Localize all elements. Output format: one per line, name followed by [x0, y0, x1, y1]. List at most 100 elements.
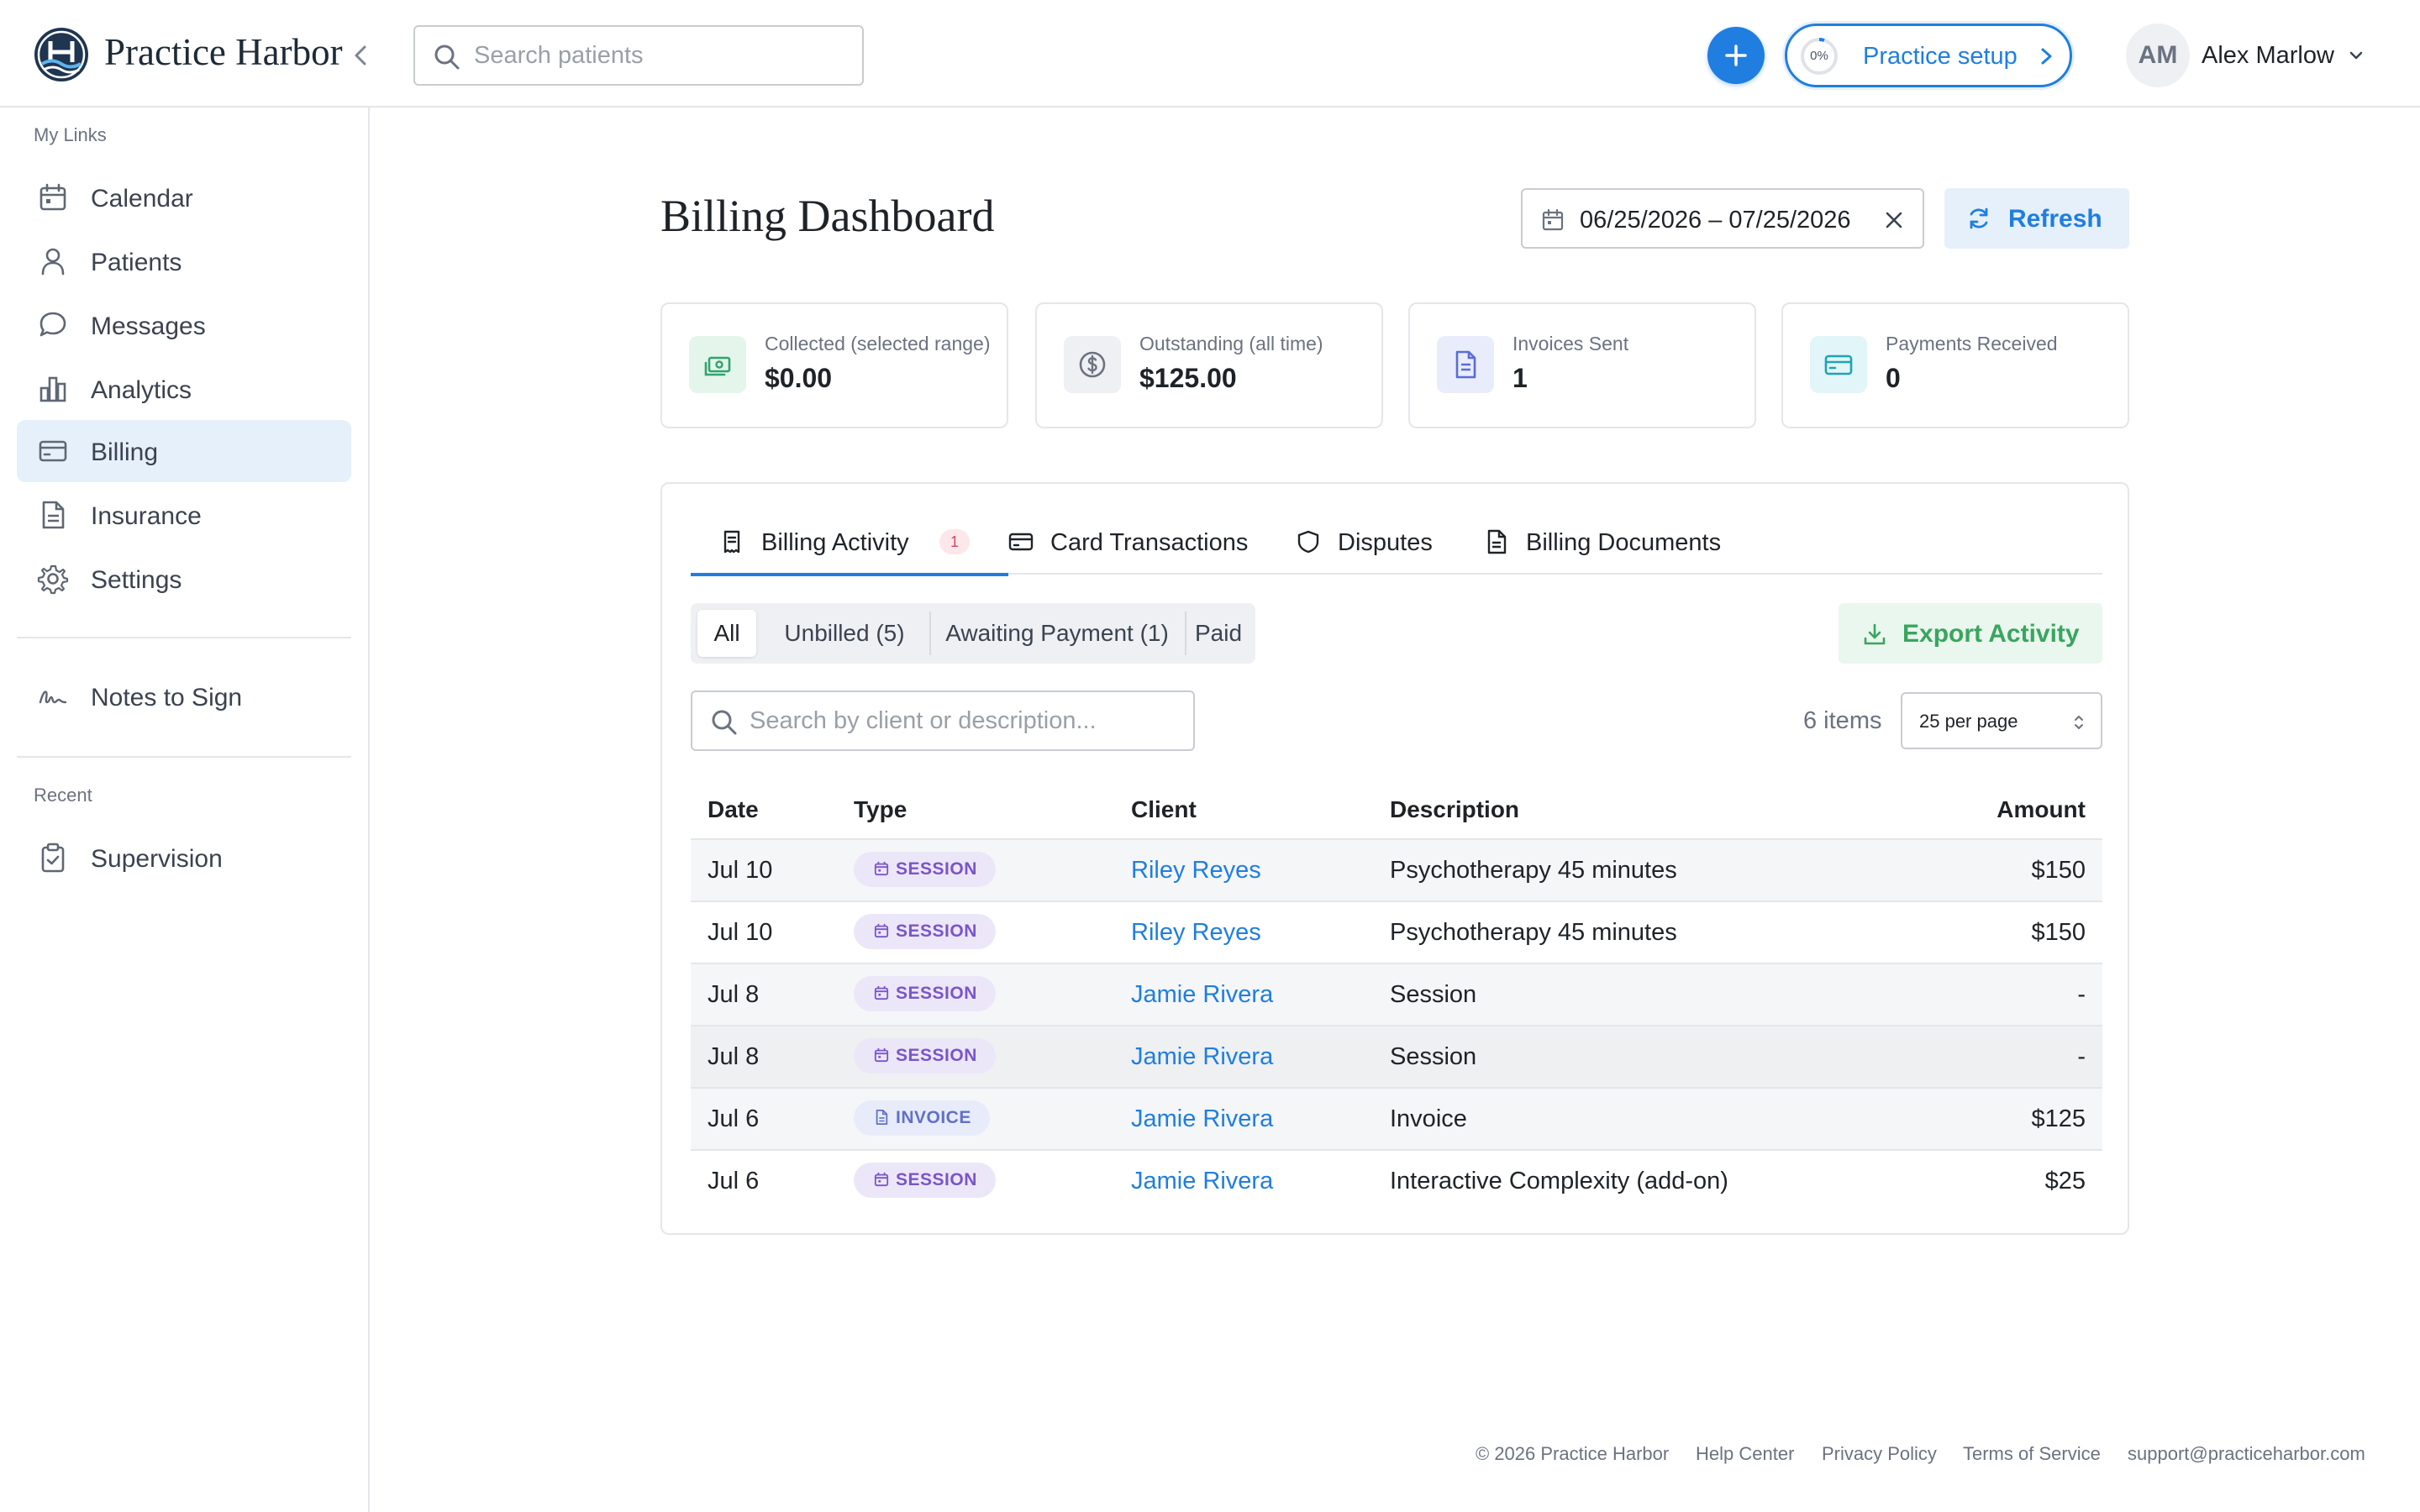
table-row[interactable]: Jul 6 SESSION Jamie Rivera Interactive C… [691, 1151, 2102, 1213]
column-header-description[interactable]: Description [1390, 796, 1520, 822]
close-icon[interactable] [1882, 208, 1906, 232]
document-icon [1487, 529, 1507, 554]
avatar[interactable]: AM [2126, 24, 2190, 87]
sidebar-item-label: Insurance [91, 502, 202, 530]
stat-value: 1 [1512, 363, 1528, 393]
column-header-type[interactable]: Type [854, 796, 908, 822]
filter-all[interactable]: All [697, 610, 756, 657]
row-client-link[interactable]: Jamie Rivera [1131, 1105, 1274, 1132]
calendar-icon [874, 985, 889, 1000]
filter-awaiting-payment[interactable]: Awaiting Payment (1) [945, 620, 1169, 646]
sidebar-item-label: Settings [91, 566, 182, 594]
type-badge: SESSION [854, 1163, 996, 1198]
activity-search[interactable] [691, 690, 1195, 751]
sidebar-item-billing[interactable]: Billing [17, 420, 351, 482]
tab-label: Billing Documents [1526, 529, 1722, 556]
type-badge-label: SESSION [896, 1170, 977, 1189]
receipt-icon [723, 530, 740, 554]
user-name[interactable]: Alex Marlow [2202, 42, 2334, 69]
row-client-link[interactable]: Jamie Rivera [1131, 981, 1274, 1008]
row-client-link[interactable]: Riley Reyes [1131, 919, 1261, 946]
sidebar-item-messages[interactable]: Messages [17, 294, 351, 356]
practice-harbor-logo[interactable] [34, 27, 89, 82]
per-page-select[interactable]: 25 per page [1901, 692, 2102, 749]
refresh-button[interactable]: Refresh [1944, 188, 2129, 249]
export-activity-button[interactable]: Export Activity [1839, 603, 2102, 664]
row-amount: $150 [2031, 919, 2086, 946]
top-bar: Practice Harbor 0% Practice setup AM Ale… [0, 0, 2420, 108]
type-badge: SESSION [854, 1038, 996, 1074]
cash-icon [704, 356, 731, 376]
patient-search[interactable] [413, 25, 864, 86]
footer-privacy-link[interactable]: Privacy Policy [1822, 1443, 1937, 1464]
sidebar-item-analytics[interactable]: Analytics [17, 358, 351, 420]
row-amount: - [2077, 1043, 2086, 1070]
calendar-icon [874, 923, 889, 938]
row-date: Jul 10 [708, 919, 773, 946]
add-button[interactable] [1707, 27, 1765, 84]
column-header-date[interactable]: Date [708, 796, 759, 822]
row-amount: - [2077, 981, 2086, 1008]
row-amount: $150 [2031, 857, 2086, 884]
sidebar-item-label: Patients [91, 249, 182, 276]
practice-setup-button[interactable]: 0% Practice setup [1785, 24, 2072, 87]
row-client-link[interactable]: Riley Reyes [1131, 857, 1261, 884]
table-row[interactable]: Jul 6 INVOICE Jamie Rivera Invoice $125 [691, 1089, 2102, 1151]
chevron-right-icon [2041, 48, 2052, 65]
collapse-sidebar-icon[interactable] [350, 40, 373, 71]
row-client-link[interactable]: Jamie Rivera [1131, 1168, 1274, 1194]
sidebar-divider [17, 756, 351, 758]
filter-separator [929, 612, 931, 655]
filter-separator [1185, 612, 1186, 655]
table-row[interactable]: Jul 10 SESSION Riley Reyes Psychotherapy… [691, 902, 2102, 964]
sidebar-item-settings[interactable]: Settings [17, 548, 351, 610]
sidebar-item-patients[interactable]: Patients [17, 230, 351, 292]
dollar-circle-icon [1079, 351, 1106, 378]
type-badge-label: INVOICE [896, 1108, 971, 1127]
column-header-client[interactable]: Client [1131, 796, 1197, 822]
document-icon [876, 1110, 888, 1125]
row-description: Session [1390, 1043, 1477, 1070]
row-client-link[interactable]: Jamie Rivera [1131, 1043, 1274, 1070]
activity-search-input[interactable] [750, 694, 1178, 748]
row-description: Interactive Complexity (add-on) [1390, 1168, 1728, 1194]
tab-label: Billing Activity [761, 529, 909, 556]
sidebar-item-calendar[interactable]: Calendar [17, 166, 351, 228]
filter-paid[interactable]: Paid [1194, 620, 1243, 646]
footer-terms-link[interactable]: Terms of Service [1963, 1443, 2101, 1464]
tab-card-transactions[interactable]: Card Transactions [1008, 509, 1260, 575]
tab-label: Disputes [1338, 529, 1433, 556]
date-range-picker[interactable]: 06/25/2026 – 07/25/2026 [1521, 188, 1924, 249]
stat-card-outstanding: Outstanding (all time) $125.00 [1035, 302, 1383, 428]
patient-search-input[interactable] [474, 29, 844, 82]
chat-icon [39, 312, 66, 337]
refresh-label: Refresh [2008, 205, 2102, 233]
row-amount: $125 [2031, 1105, 2086, 1132]
stat-icon-box [689, 336, 746, 393]
tab-disputes[interactable]: Disputes [1296, 509, 1439, 575]
setup-label: Practice setup [1863, 43, 2018, 70]
row-date: Jul 6 [708, 1168, 760, 1194]
recent-label: Recent [34, 785, 92, 806]
chevron-down-icon[interactable] [2346, 47, 2366, 64]
filter-unbilled[interactable]: Unbilled (5) [784, 620, 905, 646]
column-header-amount[interactable]: Amount [1996, 796, 2086, 822]
table-row[interactable]: Jul 8 SESSION Jamie Rivera Session - [691, 1026, 2102, 1089]
type-badge-label: SESSION [896, 921, 977, 941]
status-filter: All Unbilled (5) Awaiting Payment (1) Pa… [691, 603, 1255, 664]
type-badge: SESSION [854, 852, 996, 887]
credit-card-icon [39, 440, 67, 462]
sidebar-item-supervision[interactable]: Supervision [17, 827, 351, 889]
tab-billing-documents[interactable]: Billing Documents [1484, 509, 1736, 575]
footer-support-email[interactable]: support@practiceharbor.com [2128, 1443, 2365, 1464]
tab-billing-activity[interactable]: Billing Activity 1 [691, 509, 1008, 576]
sidebar-item-notes-to-sign[interactable]: Notes to Sign [17, 665, 351, 727]
clipboard-check-icon [41, 843, 65, 873]
table-row[interactable]: Jul 10 SESSION Riley Reyes Psychotherapy… [691, 840, 2102, 902]
table-row[interactable]: Jul 8 SESSION Jamie Rivera Session - [691, 964, 2102, 1026]
activity-count-badge: 1 [939, 529, 970, 554]
user-icon [41, 248, 65, 276]
sidebar-item-insurance[interactable]: Insurance [17, 484, 351, 546]
export-label: Export Activity [1902, 620, 2080, 648]
footer-help-link[interactable]: Help Center [1696, 1443, 1795, 1464]
